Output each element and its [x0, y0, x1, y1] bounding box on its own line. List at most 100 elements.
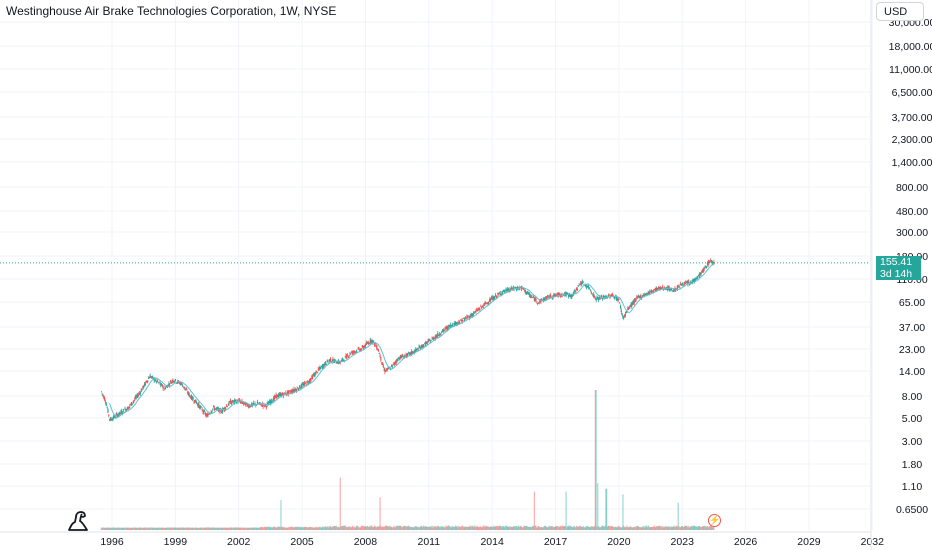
volume-bar [277, 526, 280, 530]
volume-bar [576, 527, 579, 530]
candle-body [182, 386, 185, 388]
volume-bar [302, 527, 304, 530]
volume-bar [677, 502, 679, 530]
volume-bar [476, 526, 478, 530]
candle-body [225, 405, 228, 407]
volume-bar [157, 527, 159, 530]
candle-body [278, 393, 280, 396]
candle-body [213, 407, 215, 410]
volume-bar [366, 526, 368, 530]
candle-body [595, 298, 597, 301]
volume-bar [261, 527, 263, 530]
candle-body [412, 352, 414, 354]
candle-body [524, 290, 526, 292]
candle-body [569, 294, 571, 296]
candle-body [408, 352, 410, 354]
candle-body [463, 318, 466, 322]
volume-bar [468, 527, 470, 530]
candle-body [148, 377, 150, 379]
volume-bar [138, 527, 140, 530]
volume-bar [351, 527, 353, 530]
volume-bar [706, 525, 709, 530]
candle-body [688, 283, 691, 285]
currency-button[interactable]: USD [876, 2, 924, 21]
candle-body [182, 385, 184, 387]
candle-body [372, 340, 375, 343]
candle-body [642, 294, 644, 296]
candle-body [485, 302, 487, 304]
volume-bar [338, 527, 341, 530]
volume-bar [315, 526, 317, 530]
candle-body [506, 288, 509, 292]
volume-bar [461, 525, 463, 530]
candle-body [143, 385, 145, 388]
candle-body [505, 289, 507, 291]
volume-bar [191, 527, 193, 530]
volume-bar [672, 526, 674, 530]
candle-body [477, 309, 479, 310]
candle-body [381, 362, 384, 365]
candle-body [156, 380, 158, 383]
candle-body [360, 349, 362, 351]
volume-bar [136, 527, 138, 530]
volume-bar [293, 527, 295, 530]
candle-body [134, 398, 136, 400]
volume-bar [240, 527, 242, 530]
candle-body [185, 389, 187, 391]
candle-body [448, 325, 450, 327]
candle-body [351, 351, 354, 354]
x-tick-label: 2008 [354, 536, 378, 548]
candle-body [322, 364, 324, 368]
volume-bar [472, 525, 474, 530]
candle-body [415, 348, 417, 350]
candle-body [572, 292, 574, 296]
volume-bar [172, 527, 174, 530]
tradingview-logo-icon[interactable] [66, 508, 92, 534]
volume-bar [547, 527, 549, 530]
volume-bar [446, 525, 448, 530]
candle-body [459, 322, 461, 324]
candle-body [622, 316, 624, 318]
candle-body [680, 283, 682, 285]
candle-body [368, 342, 370, 345]
candle-body [684, 282, 687, 284]
volume-bar [159, 527, 161, 530]
candle-body [416, 348, 418, 350]
volume-bar [623, 525, 625, 530]
candle-body [186, 389, 188, 391]
candle-body [339, 362, 341, 364]
candle-body [697, 275, 700, 276]
volume-bar [411, 527, 414, 530]
candle-body [541, 299, 543, 301]
candle-body [202, 411, 204, 413]
volume-bar [205, 527, 207, 530]
volume-bar [460, 526, 462, 530]
volume-bar [588, 526, 590, 530]
volume-bar [430, 525, 432, 530]
volume-bar [184, 527, 186, 530]
candle-body [270, 399, 272, 403]
volume-bar [262, 527, 264, 530]
volume-bar [574, 527, 576, 530]
candle-body [218, 408, 220, 413]
volume-bar [691, 525, 693, 530]
candle-body [305, 384, 307, 386]
volume-bar [631, 527, 633, 530]
volume-bar [667, 526, 670, 530]
volume-bar [690, 525, 692, 530]
candle-body [167, 384, 169, 387]
candle-body [316, 370, 318, 372]
volume-bar [171, 527, 173, 530]
candle-body [320, 365, 323, 367]
volume-bar [229, 527, 231, 530]
volume-bar [168, 527, 170, 530]
x-tick-label: 1996 [100, 536, 124, 548]
candle-body [205, 414, 207, 416]
candle-body [398, 357, 400, 359]
lightning-icon[interactable]: ⚡ [708, 514, 721, 527]
candle-body [635, 298, 637, 302]
candle-body [229, 401, 231, 403]
candle-body [107, 409, 109, 413]
volume-bar [410, 526, 412, 530]
